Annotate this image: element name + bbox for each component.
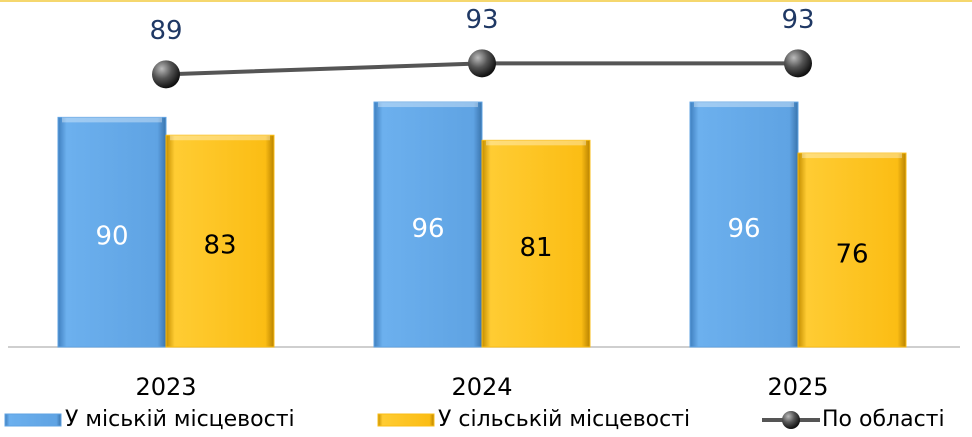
- line-marker: [784, 49, 812, 78]
- x-tick-label: 2023: [135, 373, 196, 401]
- line-value-label: 93: [781, 5, 814, 35]
- bar: [481, 139, 591, 348]
- bar-bevel: [486, 140, 586, 146]
- bar-bevel: [170, 135, 270, 141]
- legend-label: По області: [822, 407, 945, 432]
- bar: [57, 116, 167, 348]
- legend-swatch: [377, 413, 435, 427]
- bar-bevel: [62, 117, 162, 123]
- legend-label: У сільській місцевості: [438, 407, 690, 432]
- bar: [165, 134, 275, 348]
- line-marker: [152, 60, 180, 89]
- bar-bevel: [694, 102, 794, 108]
- line-value-label: 89: [149, 16, 182, 46]
- bar-value-label: 81: [519, 233, 552, 263]
- bar-bevel: [378, 102, 478, 108]
- bar-value-label: 96: [411, 214, 444, 244]
- x-tick-label: 2025: [767, 373, 828, 401]
- line-marker: [468, 49, 496, 78]
- bar-value-label: 83: [203, 231, 236, 261]
- bar-bevel: [802, 153, 902, 159]
- line-value-label: 93: [465, 5, 498, 35]
- bar-value-label: 76: [835, 240, 868, 270]
- legend-marker: [782, 411, 800, 429]
- bar: [689, 101, 799, 348]
- x-tick-label: 2024: [451, 373, 512, 401]
- bar: [373, 101, 483, 348]
- legend-swatch: [4, 413, 62, 427]
- bar: [797, 152, 907, 348]
- bar-value-label: 90: [95, 222, 128, 252]
- legend-label: У міській місцевості: [65, 407, 295, 432]
- bar-value-label: 96: [727, 214, 760, 244]
